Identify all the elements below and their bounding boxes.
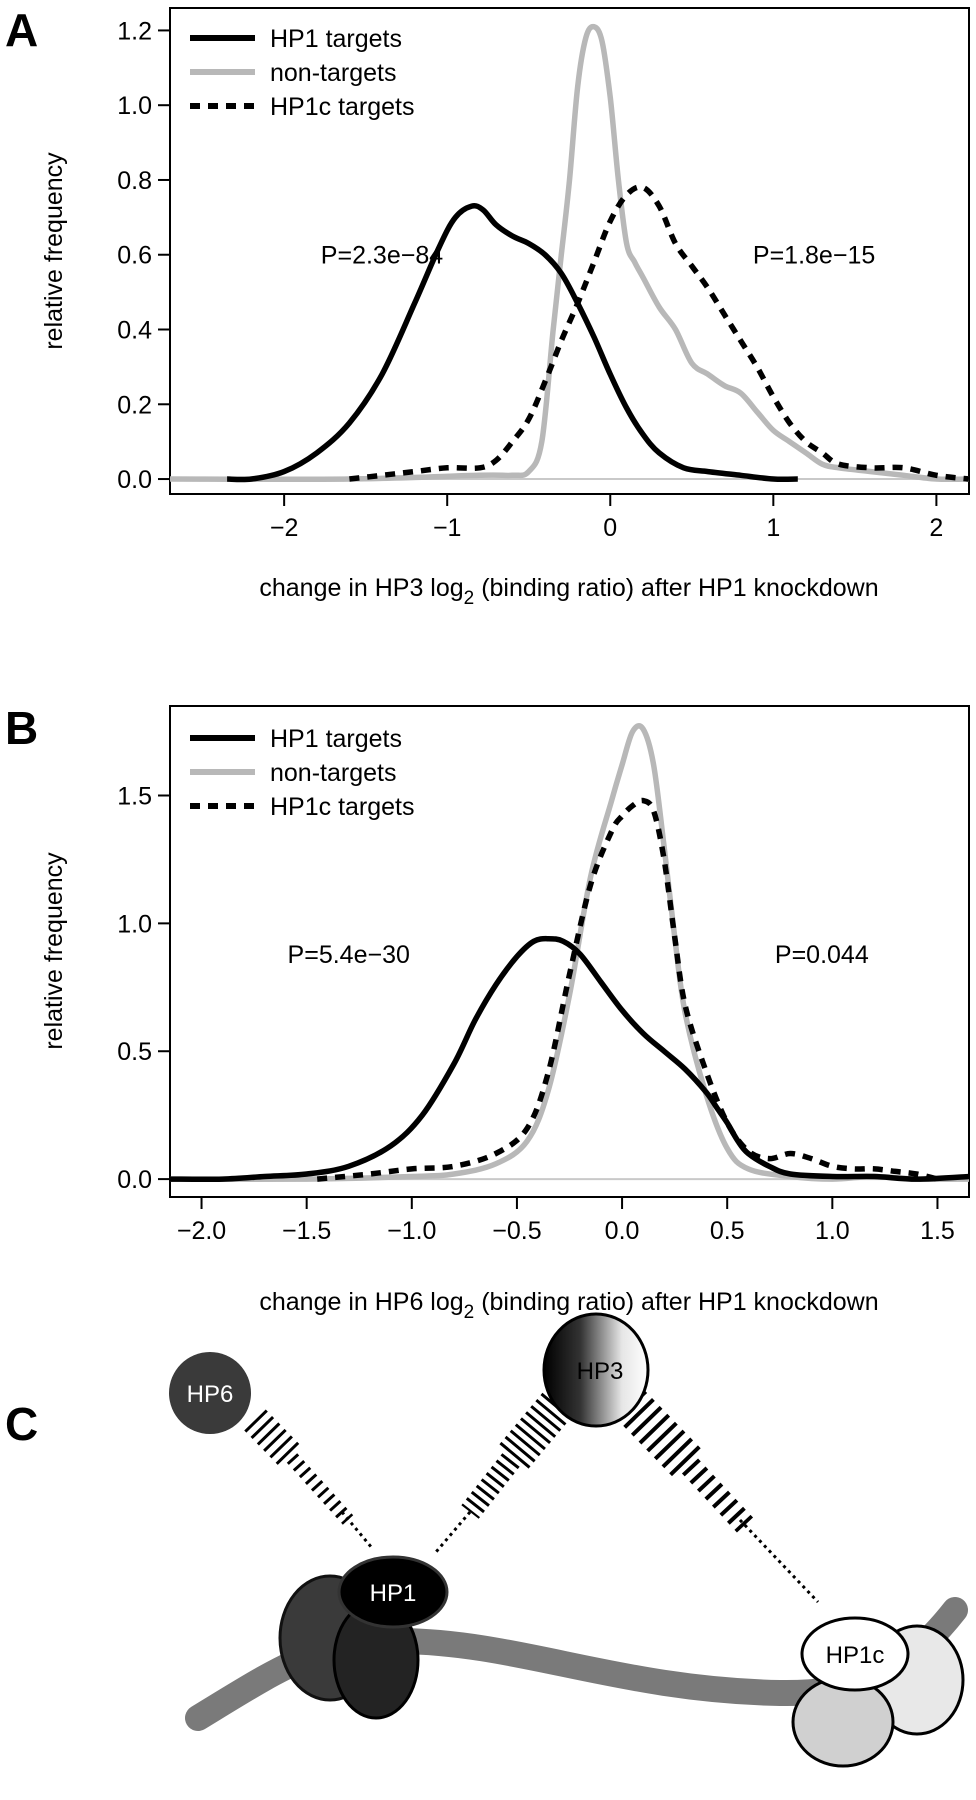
y-axis-label-a: relative frequency (40, 152, 68, 350)
y-tick-label-a-5: 1.0 (117, 92, 152, 120)
legend-label-hp1-b: HP1 targets (270, 725, 402, 753)
wedge-hp6-narrow (286, 1453, 354, 1525)
hp1-label: HP1 (370, 1580, 417, 1607)
legend-b: HP1 targets non-targets HP1c targets (190, 725, 415, 821)
connector-hp3-hp1c (615, 1390, 820, 1604)
y-tick-label-a-4: 0.8 (117, 167, 152, 195)
panel-a: A −2 −1 0 1 2 0.0 0.2 0.4 0.6 0.8 1.0 1.2 relative … (5, 4, 970, 609)
plot-frame-a (169, 7, 970, 495)
y-tick-label-b-1: 0.5 (117, 1038, 152, 1066)
y-tick-label-b-2: 1.0 (117, 910, 152, 938)
hp1c-node (800, 1616, 910, 1692)
connector-hp6-hp1 (244, 1409, 374, 1549)
series-line-non-targets-b (170, 723, 969, 1183)
x-tick-label-b-2: −1.0 (387, 1217, 436, 1245)
series-line-hp1c-targets-a (349, 184, 969, 482)
x-tick-label-b-7: 1.5 (920, 1217, 955, 1245)
hp3-node (542, 1312, 650, 1428)
dotted-hp6-hp1 (340, 1511, 374, 1549)
x-axis-label-b: change in HP6 log2 (binding ratio) after… (259, 1288, 878, 1323)
y-tick-label-a-2: 0.4 (117, 317, 152, 345)
wedge-hp3-hp1-wide (496, 1392, 572, 1473)
hp1c-partner-left (791, 1676, 895, 1768)
p-value-left-a: P=2.3e−84 (321, 242, 443, 270)
hp1-node (337, 1555, 449, 1629)
hp1c-label: HP1c (826, 1642, 885, 1669)
panel-letter-b: B (5, 702, 38, 754)
legend-a: HP1 targets non-targets HP1c targets (190, 25, 415, 121)
wedge-hp6-wide (244, 1409, 303, 1469)
x-tick-label-b-4: 0.0 (605, 1217, 640, 1245)
x-tick-label-a-3: 1 (766, 514, 780, 542)
p-value-left-b: P=5.4e−30 (288, 941, 410, 969)
panel-letter-c: C (5, 1398, 38, 1450)
x-tick-label-b-1: −1.5 (282, 1217, 331, 1245)
legend-label-nontargets-a: non-targets (270, 59, 396, 87)
panel-letter-a: A (5, 4, 38, 56)
x-tick-label-b-5: 0.5 (710, 1217, 745, 1245)
x-tick-label-a-4: 2 (929, 514, 943, 542)
series-line-non-targets-a (170, 23, 969, 483)
legend-label-hp1-a: HP1 targets (270, 25, 402, 53)
y-tick-label-a-3: 0.6 (117, 242, 152, 270)
wedge-hp3-hp1c-wide (615, 1390, 705, 1480)
y-tick-label-a-6: 1.2 (117, 17, 152, 45)
series-line-hp1c-targets-b (316, 797, 939, 1182)
series-line-hp1-targets-a (227, 203, 798, 483)
wedge-hp3-hp1c-narrow (681, 1458, 754, 1533)
y-tick-label-b-0: 0.0 (117, 1166, 152, 1194)
wedge-hp3-hp1-narrow (461, 1453, 520, 1519)
x-tick-label-a-2: 0 (603, 514, 617, 542)
dotted-hp3-hp1 (434, 1511, 472, 1553)
dotted-hp3-hp1c (738, 1518, 820, 1604)
hp3-label: HP3 (577, 1358, 624, 1385)
x-axis-label-a: change in HP3 log2 (binding ratio) after… (259, 574, 878, 609)
x-tick-label-a-1: −1 (433, 514, 462, 542)
panel-b: B −2.0 −1.5 −1.0 −0.5 0.0 0.5 1.0 1.5 0.0 0.5 1.0 1… (5, 702, 970, 1323)
connector-hp3-hp1 (434, 1392, 572, 1553)
x-tick-label-b-3: −0.5 (492, 1217, 541, 1245)
legend-label-hp1c-b: HP1c targets (270, 793, 415, 821)
x-tick-label-b-6: 1.0 (815, 1217, 850, 1245)
y-tick-label-a-0: 0.0 (117, 466, 152, 494)
y-tick-label-a-1: 0.2 (117, 391, 152, 419)
hp6-node (169, 1352, 251, 1434)
hp6-label: HP6 (187, 1381, 234, 1408)
series-line-hp1-targets-b (170, 935, 969, 1183)
p-value-right-a: P=1.8e−15 (753, 242, 875, 270)
y-axis-label-b: relative frequency (40, 852, 68, 1050)
plot-frame-b (169, 705, 970, 1198)
y-tick-label-b-3: 1.5 (117, 783, 152, 811)
legend-label-hp1c-a: HP1c targets (270, 93, 415, 121)
x-tick-label-a-0: −2 (270, 514, 299, 542)
legend-label-nontargets-b: non-targets (270, 759, 396, 787)
panel-c: C HP6 HP3 HP1 (5, 1312, 968, 1768)
p-value-right-b: P=0.044 (775, 941, 869, 969)
x-tick-label-b-0: −2.0 (177, 1217, 226, 1245)
